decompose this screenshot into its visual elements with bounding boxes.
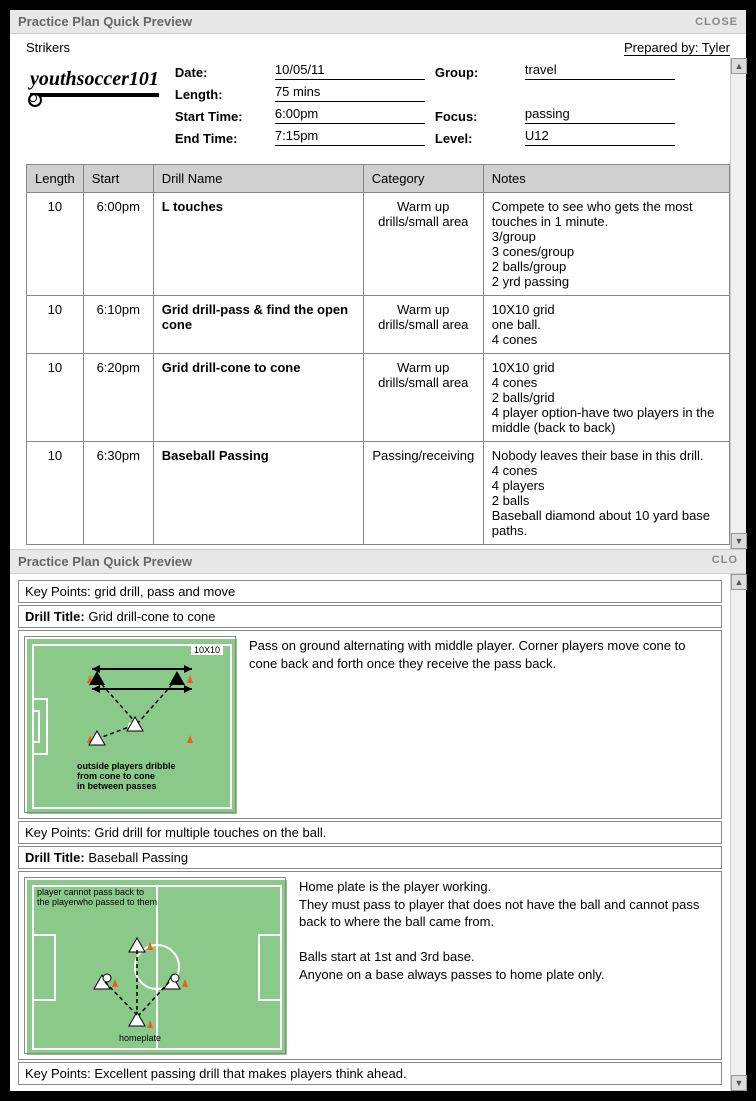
keypoints-top: Key Points: grid drill, pass and move (18, 580, 722, 603)
field2-caption-bottom: homeplate (119, 1033, 161, 1043)
drill-detail-2: player cannot pass back to the playerwho… (18, 871, 722, 1060)
top-block: youthsoccer101 Date: 10/05/11 Group: tra… (10, 58, 746, 154)
cell-notes: Compete to see who gets the most touches… (483, 193, 729, 296)
value-end: 7:15pm (275, 128, 425, 146)
header-bar-2: Practice Plan Quick Preview CLO (10, 549, 746, 574)
prepared-by-value: Tyler (702, 40, 730, 55)
scroll-up-icon-2[interactable]: ▲ (731, 574, 747, 590)
cell-length: 10 (27, 193, 84, 296)
field1-badge: 10X10 (191, 645, 223, 655)
meta-row: Strikers Prepared by: Tyler (10, 34, 746, 58)
value-group: travel (525, 62, 675, 80)
field2-caption-top: player cannot pass back to the playerwho… (37, 888, 157, 908)
drill-detail-1: 10X10 outside players dribble from cone … (18, 630, 722, 819)
team-name: Strikers (26, 40, 70, 56)
table-header-row: Length Start Drill Name Category Notes (27, 165, 730, 193)
label-date: Date: (175, 65, 265, 80)
kp1-text: Grid drill for multiple touches on the b… (94, 825, 326, 840)
table-row: 106:00pmL touchesWarm up drills/small ar… (27, 193, 730, 296)
cell-start: 6:10pm (83, 296, 153, 354)
value-start: 6:00pm (275, 106, 425, 124)
scroll-down-icon-2[interactable]: ▼ (731, 1075, 747, 1091)
cell-notes: 10X10 grid one ball. 4 cones (483, 296, 729, 354)
cell-category: Warm up drills/small area (363, 354, 483, 442)
cell-name: Grid drill-pass & find the open cone (153, 296, 363, 354)
keypoints-2: Key Points: Excellent passing drill that… (18, 1062, 722, 1085)
scrollbar-bottom[interactable]: ▲ ▼ (730, 574, 746, 1091)
th-name: Drill Name (153, 165, 363, 193)
drill1-title: Grid drill-cone to cone (88, 609, 215, 624)
value-length: 75 mins (275, 84, 425, 102)
drill-title-2: Drill Title: Baseball Passing (18, 846, 722, 869)
keypoints-1: Key Points: Grid drill for multiple touc… (18, 821, 722, 844)
cell-length: 10 (27, 296, 84, 354)
label-focus: Focus: (435, 109, 515, 124)
scrollbar-top[interactable]: ▲ ▼ (730, 58, 746, 549)
drill1-desc: Pass on ground alternating with middle p… (249, 637, 715, 672)
cell-name: Baseball Passing (153, 442, 363, 545)
cell-start: 6:00pm (83, 193, 153, 296)
drill-title-1: Drill Title: Grid drill-cone to cone (18, 605, 722, 628)
field1-caption: outside players dribble from cone to con… (77, 762, 176, 792)
logo: youthsoccer101 (26, 62, 163, 97)
label-start: Start Time: (175, 109, 265, 124)
field-diagram-2: player cannot pass back to the playerwho… (25, 878, 285, 1053)
cell-notes: Nobody leaves their base in this drill. … (483, 442, 729, 545)
label-level: Level: (435, 131, 515, 146)
page: Practice Plan Quick Preview CLOSE Strike… (10, 10, 746, 1091)
drill2-title: Baseball Passing (88, 850, 188, 865)
dt-label: Drill Title: (25, 609, 85, 624)
th-start: Start (83, 165, 153, 193)
kp-label-1: Key Points: (25, 825, 91, 840)
kp-label: Key Points: (25, 584, 91, 599)
soccer-ball-icon (28, 93, 42, 107)
table-row: 106:20pmGrid drill-cone to coneWarm up d… (27, 354, 730, 442)
drill2-desc: Home plate is the player working. They m… (299, 878, 715, 983)
drill-table: Length Start Drill Name Category Notes 1… (26, 164, 730, 545)
scroll-down-icon[interactable]: ▼ (731, 533, 747, 549)
close-button[interactable]: CLOSE (695, 16, 738, 28)
table-row: 106:30pmBaseball PassingPassing/receivin… (27, 442, 730, 545)
cell-length: 10 (27, 354, 84, 442)
th-notes: Notes (483, 165, 729, 193)
field-diagram-1: 10X10 outside players dribble from cone … (25, 637, 235, 812)
cell-notes: 10X10 grid 4 cones 2 balls/grid 4 player… (483, 354, 729, 442)
th-length: Length (27, 165, 84, 193)
label-group: Group: (435, 65, 515, 80)
cell-start: 6:20pm (83, 354, 153, 442)
dt-label-2: Drill Title: (25, 850, 85, 865)
cell-category: Warm up drills/small area (363, 193, 483, 296)
cell-name: L touches (153, 193, 363, 296)
prepared-by-label: Prepared by: (624, 40, 698, 55)
prepared-by: Prepared by: Tyler (624, 40, 730, 56)
label-length: Length: (175, 87, 265, 102)
logo-text: youthsoccer101 (30, 68, 159, 90)
header-bar: Practice Plan Quick Preview CLOSE (10, 10, 746, 34)
header-title-2: Practice Plan Quick Preview (18, 554, 192, 569)
scroll-up-icon[interactable]: ▲ (731, 58, 747, 74)
cell-name: Grid drill-cone to cone (153, 354, 363, 442)
info-grid: Date: 10/05/11 Group: travel Length: 75 … (175, 62, 730, 146)
kp-top-text: grid drill, pass and move (94, 584, 235, 599)
table-row: 106:10pmGrid drill-pass & find the open … (27, 296, 730, 354)
kp-label-2: Key Points: (25, 1066, 91, 1081)
cell-category: Passing/receiving (363, 442, 483, 545)
value-date: 10/05/11 (275, 62, 425, 80)
label-end: End Time: (175, 131, 265, 146)
th-category: Category (363, 165, 483, 193)
header-title: Practice Plan Quick Preview (18, 14, 192, 29)
value-focus: passing (525, 106, 675, 124)
cell-category: Warm up drills/small area (363, 296, 483, 354)
scroll-area-top: youthsoccer101 Date: 10/05/11 Group: tra… (10, 58, 746, 549)
value-level: U12 (525, 128, 675, 146)
scroll-area-bottom: Key Points: grid drill, pass and move Dr… (10, 574, 746, 1091)
close-button-partial[interactable]: CLO (712, 554, 738, 569)
cell-length: 10 (27, 442, 84, 545)
kp2-text: Excellent passing drill that makes playe… (94, 1066, 406, 1081)
cell-start: 6:30pm (83, 442, 153, 545)
